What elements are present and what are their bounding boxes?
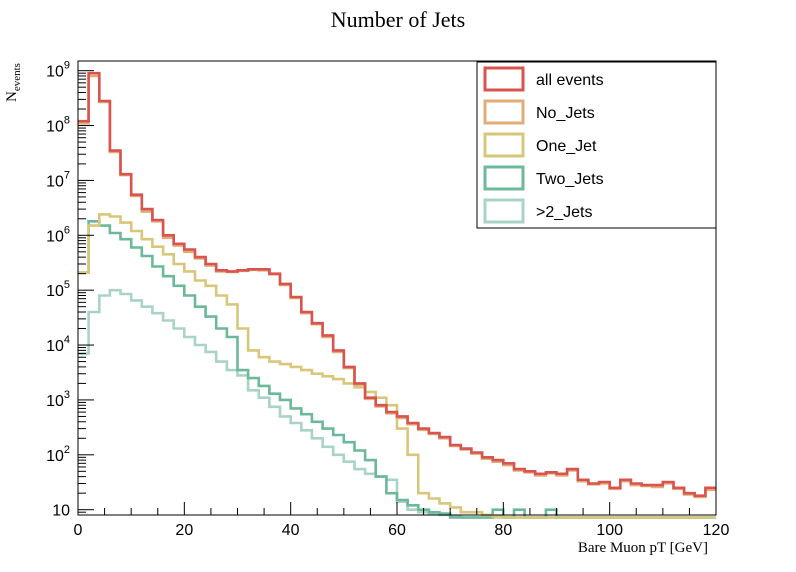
y-tick-label: 106	[46, 224, 70, 245]
axis-layer: 0 20 40 60 80 100 120 10 102 103 104 105 106 107 108 10…	[46, 60, 729, 539]
y-tick-label: 107	[46, 169, 70, 190]
legend: all events No_Jets One_Jet Two_Jets >2_Jets	[476, 61, 717, 229]
series-line-all-events	[78, 71, 716, 497]
x-tick-label: 120	[703, 522, 730, 539]
legend-swatch	[483, 165, 525, 191]
y-tick-label: 102	[46, 444, 70, 465]
y-tick-label: 103	[46, 389, 70, 410]
legend-swatch	[483, 132, 525, 158]
y-axis-label-sub: events	[11, 63, 23, 91]
chart-title: Number of Jets	[331, 7, 465, 32]
x-tick-label: 40	[282, 522, 300, 539]
x-tick-label: 20	[175, 522, 193, 539]
y-tick-label: 108	[46, 115, 70, 136]
legend-swatch	[483, 99, 525, 125]
legend-swatch	[483, 198, 525, 224]
legend-label: One_Jet	[536, 138, 597, 155]
y-tick-label: 109	[46, 60, 70, 81]
legend-label: No_Jets	[536, 105, 595, 122]
x-tick-label: 0	[74, 522, 83, 539]
y-tick-label: 104	[46, 334, 70, 355]
y-tick-label: 105	[46, 279, 70, 300]
x-tick-label: 100	[596, 522, 623, 539]
y-tick-label: 10	[52, 503, 70, 520]
series-line-two-jets	[78, 220, 716, 519]
legend-label: all events	[536, 72, 604, 89]
x-tick-label: 60	[388, 522, 406, 539]
y-axis-label: Nevents	[4, 63, 23, 102]
series-line-one-jet	[78, 213, 716, 519]
legend-label: Two_Jets	[536, 171, 604, 188]
legend-label: >2_Jets	[536, 204, 592, 221]
y-axis-label-main: N	[4, 91, 20, 102]
series-layer	[78, 71, 716, 519]
x-tick-label: 80	[494, 522, 512, 539]
x-axis-label: Bare Muon pT [GeV]	[578, 540, 708, 556]
legend-swatch	[483, 66, 525, 92]
